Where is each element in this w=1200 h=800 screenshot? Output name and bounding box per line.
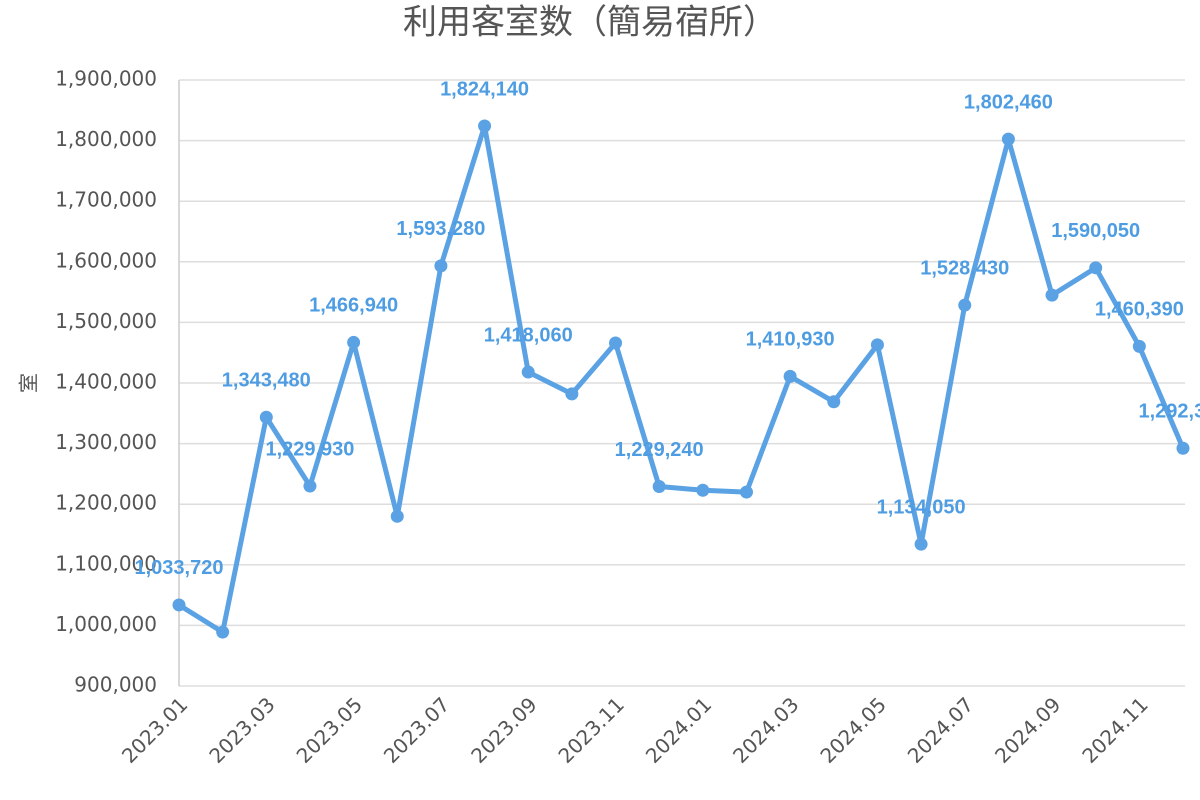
data-label: 1,418,060: [484, 324, 573, 346]
data-label: 1,802,460: [964, 91, 1053, 113]
point: [259, 410, 273, 424]
point: [1001, 132, 1015, 146]
data-label: 1,460,390: [1095, 299, 1184, 321]
point: [565, 387, 579, 401]
data-label: 1,593,280: [396, 218, 485, 240]
x-tick-label: 2023.01: [117, 692, 192, 767]
x-tick-label: 2024.03: [728, 692, 803, 767]
point: [1089, 261, 1103, 275]
data-label: 1,466,940: [309, 295, 398, 317]
chart-title: 利用客室数（簡易宿所）: [403, 3, 777, 43]
point: [478, 119, 492, 133]
point: [1045, 288, 1059, 302]
y-tick-label: 900,000: [74, 673, 157, 697]
point: [696, 483, 710, 497]
y-axis-label: 室: [17, 373, 41, 393]
point: [172, 598, 186, 612]
point: [1176, 441, 1190, 455]
point: [652, 479, 666, 493]
x-tick-label: 2024.07: [903, 692, 978, 767]
y-tick-label: 1,400,000: [55, 370, 157, 394]
data-label: 1,134,050: [877, 496, 966, 518]
data-label: 1,410,930: [746, 329, 835, 351]
data-label: 1,528,430: [920, 257, 1009, 279]
y-tick-label: 1,000,000: [55, 612, 157, 636]
y-tick-label: 1,900,000: [55, 67, 157, 91]
point: [783, 369, 797, 383]
y-tick-label: 1,800,000: [55, 127, 157, 151]
point: [390, 509, 404, 523]
data-label: 1,590,050: [1051, 220, 1140, 242]
data-label: 1,229,930: [265, 438, 354, 460]
data-label: 1,033,720: [135, 557, 224, 579]
x-tick-label: 2023.05: [292, 692, 367, 767]
x-tick-label: 2024.05: [815, 692, 890, 767]
point: [870, 338, 884, 352]
y-tick-label: 1,200,000: [55, 491, 157, 515]
point: [434, 259, 448, 273]
point: [827, 395, 841, 409]
y-tick-label: 1,600,000: [55, 248, 157, 272]
point: [1132, 339, 1146, 353]
series-line: [177, 123, 1186, 635]
y-tick-label: 1,300,000: [55, 430, 157, 454]
point: [216, 625, 230, 639]
x-tick-label: 2024.01: [641, 692, 716, 767]
data-label: 1,343,480: [222, 370, 311, 392]
x-tick-label: 2024.11: [1077, 692, 1152, 767]
point: [958, 298, 972, 312]
x-tick-label: 2023.03: [204, 692, 279, 767]
x-tick-label: 2023.11: [553, 692, 628, 767]
data-label: 1,229,240: [615, 439, 704, 461]
data-label: 1,824,140: [440, 78, 529, 100]
data-label: 1,292,300: [1139, 401, 1200, 423]
y-tick-label: 1,700,000: [55, 188, 157, 212]
x-tick-label: 2023.09: [466, 692, 541, 767]
point: [914, 537, 928, 551]
point: [347, 335, 361, 349]
point: [739, 485, 753, 499]
x-tick-label: 2024.09: [990, 692, 1065, 767]
y-tick-label: 1,100,000: [55, 551, 157, 575]
point: [303, 479, 317, 493]
y-tick-label: 1,500,000: [55, 309, 157, 333]
point: [521, 365, 535, 379]
point: [609, 336, 623, 350]
x-tick-label: 2023.07: [379, 692, 454, 767]
